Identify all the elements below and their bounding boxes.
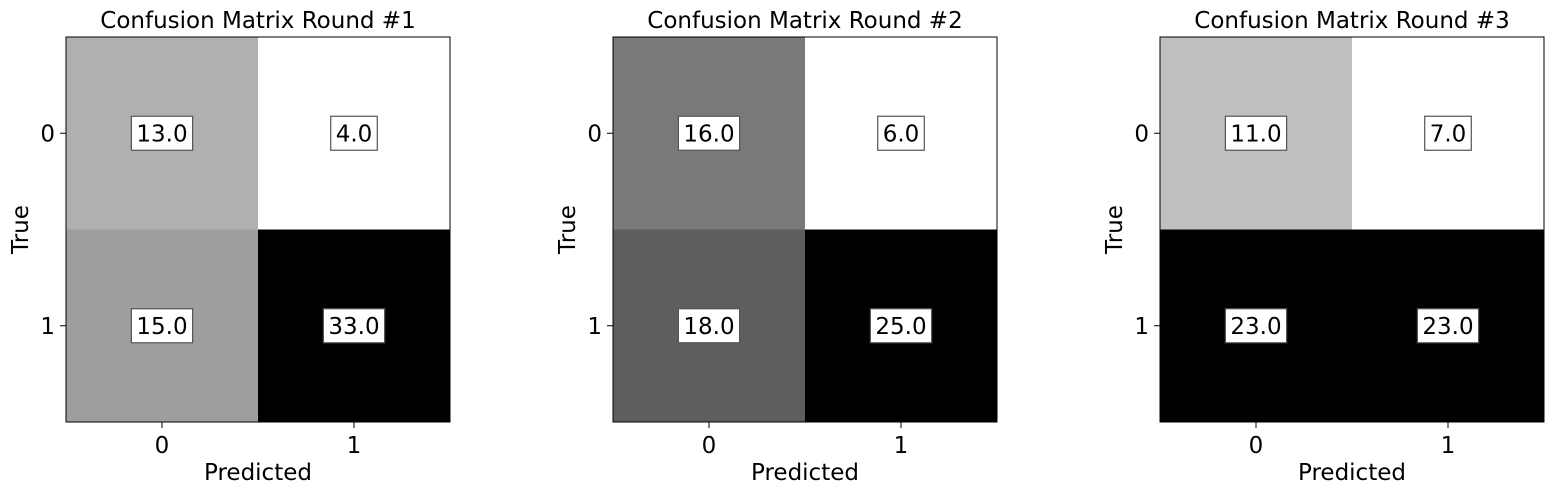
cell-value-box (1224, 308, 1288, 344)
x-axis-label: Predicted (751, 460, 859, 486)
y-tick-label: 0 (40, 121, 55, 147)
y-tick-label: 1 (40, 314, 55, 340)
y-tick-label: 0 (587, 121, 602, 147)
y-axis-label: True (8, 205, 34, 255)
x-axis-label: Predicted (204, 460, 312, 486)
confusion-matrix-panel-2: Confusion Matrix Round #2 16.0 6.0 18.0 25.0… (547, 0, 1047, 495)
cell-value-box (330, 115, 378, 151)
confusion-matrix-2: Confusion Matrix Round #2 16.0 6.0 18.0 25.0… (555, 8, 998, 486)
y-axis-label: True (1102, 205, 1128, 255)
cell-value-label: 4.0 (336, 121, 373, 147)
cell-value-box (322, 308, 386, 344)
x-tick-label: 0 (1249, 433, 1264, 459)
axes-frame (1159, 36, 1545, 423)
cell-value-label: 13.0 (136, 121, 187, 147)
y-tick-label: 1 (587, 314, 602, 340)
confusion-matrix-1: Confusion Matrix Round #1 13.0 4.0 15.0 33.0… (8, 8, 451, 486)
cell-value-box (877, 115, 925, 151)
y-tick-label: 1 (1134, 314, 1149, 340)
x-axis-label: Predicted (1298, 460, 1406, 486)
confusion-matrix-panel-3: Confusion Matrix Round #3 11.0 7.0 23.0 23.0… (1094, 0, 1553, 495)
cell-value-label: 15.0 (136, 314, 187, 340)
cell-value-box (677, 308, 741, 344)
confusion-matrix-panel-1: Confusion Matrix Round #1 13.0 4.0 15.0 33.0… (0, 0, 500, 495)
axes-frame (65, 36, 451, 423)
cell-value-box (130, 308, 194, 344)
cell-value-box (677, 115, 741, 151)
cell-value-label: 23.0 (1230, 314, 1281, 340)
cell-value-box (869, 308, 933, 344)
x-tick-label: 1 (347, 433, 362, 459)
cell-value-label: 16.0 (683, 121, 734, 147)
x-tick-label: 0 (155, 433, 170, 459)
cell-value-box (1424, 115, 1472, 151)
axes-frame (612, 36, 998, 423)
cell-value-label: 6.0 (883, 121, 920, 147)
cell-value-box (1416, 308, 1480, 344)
cell-value-label: 25.0 (875, 314, 926, 340)
cell-value-box (130, 115, 194, 151)
y-axis-label: True (555, 205, 581, 255)
x-tick-label: 0 (702, 433, 717, 459)
cell-value-label: 23.0 (1422, 314, 1473, 340)
chart-title: Confusion Matrix Round #1 (100, 8, 415, 34)
chart-title: Confusion Matrix Round #2 (647, 8, 962, 34)
cell-value-label: 11.0 (1230, 121, 1281, 147)
cell-value-label: 33.0 (328, 314, 379, 340)
chart-title: Confusion Matrix Round #3 (1194, 8, 1509, 34)
x-tick-label: 1 (1441, 433, 1456, 459)
cell-value-box (1224, 115, 1288, 151)
cell-value-label: 7.0 (1430, 121, 1467, 147)
cell-value-label: 18.0 (683, 314, 734, 340)
y-tick-label: 0 (1134, 121, 1149, 147)
x-tick-label: 1 (894, 433, 909, 459)
confusion-matrix-3: Confusion Matrix Round #3 11.0 7.0 23.0 23.0… (1102, 8, 1545, 486)
